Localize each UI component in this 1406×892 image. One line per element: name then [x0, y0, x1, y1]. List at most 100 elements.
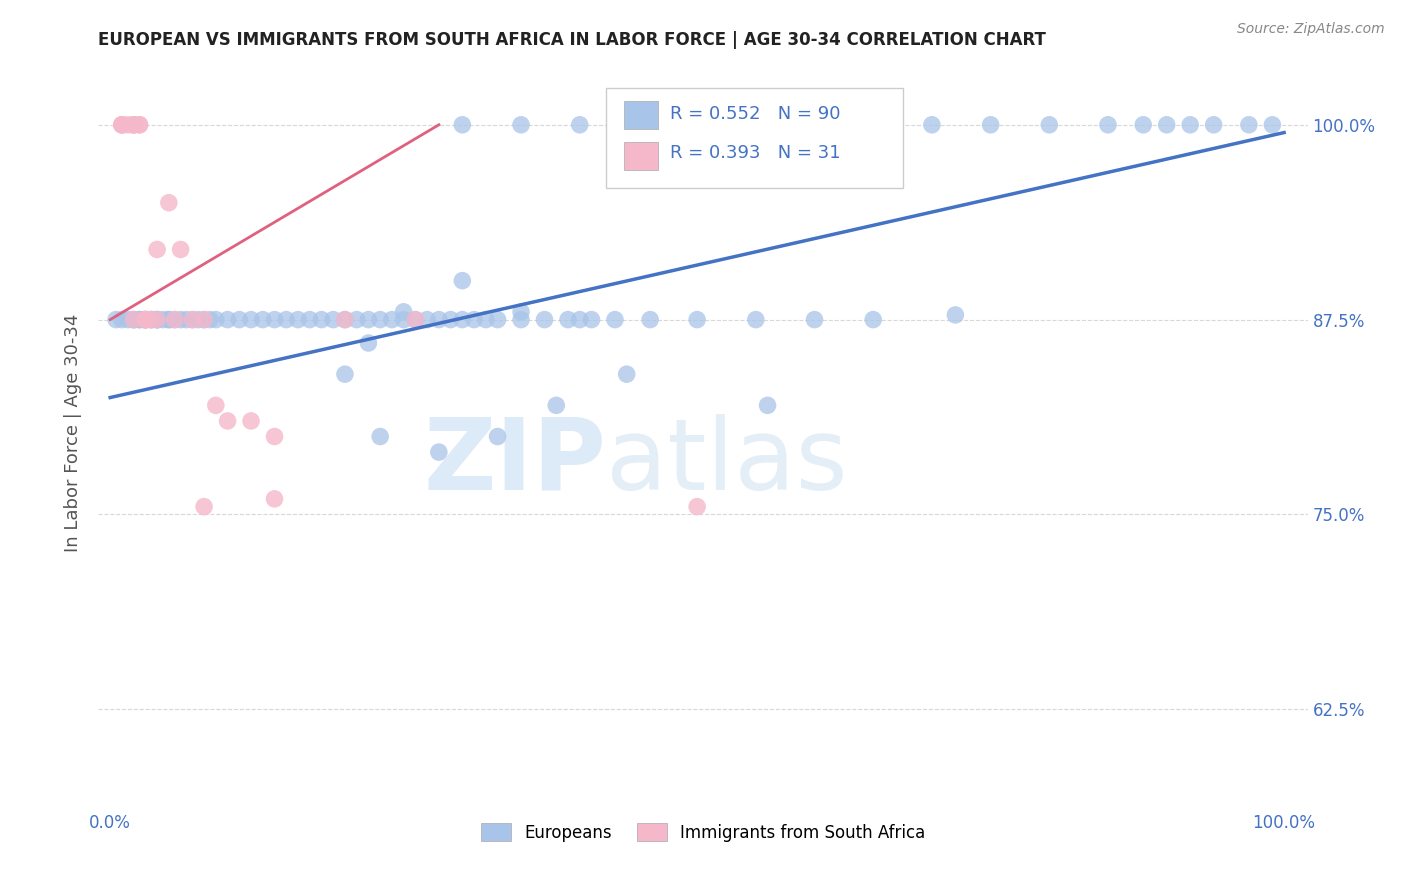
Point	[146, 312, 169, 326]
Point	[381, 312, 404, 326]
Legend: Europeans, Immigrants from South Africa: Europeans, Immigrants from South Africa	[472, 814, 934, 850]
Point	[451, 312, 474, 326]
Point	[368, 312, 391, 326]
Text: Source: ZipAtlas.com: Source: ZipAtlas.com	[1237, 22, 1385, 37]
Point	[1156, 118, 1178, 132]
Point	[240, 312, 263, 326]
Point	[745, 312, 768, 326]
Point	[921, 118, 943, 132]
Point	[557, 312, 579, 326]
Point	[228, 312, 250, 326]
Point	[134, 312, 156, 326]
Point	[163, 312, 186, 326]
Point	[686, 312, 709, 326]
Point	[686, 118, 709, 132]
Point	[193, 312, 215, 326]
Point	[111, 118, 134, 132]
Point	[146, 312, 169, 326]
Point	[510, 305, 533, 319]
Point	[122, 118, 145, 132]
Point	[392, 312, 415, 326]
Point	[263, 491, 285, 506]
Point	[333, 312, 356, 326]
Point	[134, 312, 156, 326]
Point	[217, 312, 239, 326]
Point	[627, 118, 650, 132]
Point	[368, 429, 391, 443]
Point	[134, 312, 156, 326]
Point	[141, 312, 163, 326]
Point	[163, 312, 186, 326]
Text: R = 0.552   N = 90: R = 0.552 N = 90	[671, 104, 841, 122]
Point	[581, 312, 603, 326]
FancyBboxPatch shape	[624, 142, 658, 169]
Point	[111, 312, 134, 326]
Point	[510, 118, 533, 132]
Point	[134, 312, 156, 326]
Point	[1132, 118, 1154, 132]
FancyBboxPatch shape	[624, 101, 658, 129]
Point	[122, 312, 145, 326]
Point	[146, 312, 169, 326]
Point	[404, 312, 426, 326]
Point	[181, 312, 204, 326]
Point	[333, 312, 356, 326]
Point	[533, 312, 555, 326]
Point	[105, 312, 128, 326]
Point	[451, 274, 474, 288]
Point	[463, 312, 485, 326]
Point	[204, 398, 226, 412]
Point	[1237, 118, 1260, 132]
Point	[217, 414, 239, 428]
Point	[181, 312, 204, 326]
Y-axis label: In Labor Force | Age 30-34: In Labor Force | Age 30-34	[63, 313, 82, 552]
Point	[745, 118, 768, 132]
Point	[1097, 118, 1119, 132]
FancyBboxPatch shape	[606, 88, 903, 188]
Point	[204, 312, 226, 326]
Point	[128, 118, 150, 132]
Point	[169, 312, 191, 326]
Point	[451, 118, 474, 132]
Point	[616, 367, 638, 381]
Point	[803, 118, 825, 132]
Point	[287, 312, 309, 326]
Point	[134, 312, 156, 326]
Point	[157, 312, 180, 326]
Point	[263, 429, 285, 443]
Point	[122, 118, 145, 132]
Text: R = 0.393   N = 31: R = 0.393 N = 31	[671, 144, 841, 161]
Point	[439, 312, 461, 326]
Point	[510, 312, 533, 326]
Point	[146, 312, 169, 326]
Point	[686, 500, 709, 514]
Point	[122, 312, 145, 326]
Point	[357, 336, 380, 351]
Point	[128, 118, 150, 132]
Point	[187, 312, 209, 326]
Point	[1180, 118, 1202, 132]
Point	[945, 308, 967, 322]
Point	[134, 312, 156, 326]
Point	[1038, 118, 1060, 132]
Point	[276, 312, 298, 326]
Point	[298, 312, 321, 326]
Point	[980, 118, 1002, 132]
Point	[1202, 118, 1225, 132]
Point	[475, 312, 498, 326]
Point	[117, 312, 139, 326]
Point	[756, 398, 779, 412]
Point	[193, 500, 215, 514]
Point	[117, 118, 139, 132]
Point	[346, 312, 368, 326]
Point	[638, 312, 661, 326]
Point	[486, 429, 509, 443]
Point	[862, 118, 884, 132]
Point	[128, 312, 150, 326]
Point	[1261, 118, 1284, 132]
Point	[111, 118, 134, 132]
Text: atlas: atlas	[606, 414, 848, 511]
Point	[803, 312, 825, 326]
Point	[141, 312, 163, 326]
Point	[486, 312, 509, 326]
